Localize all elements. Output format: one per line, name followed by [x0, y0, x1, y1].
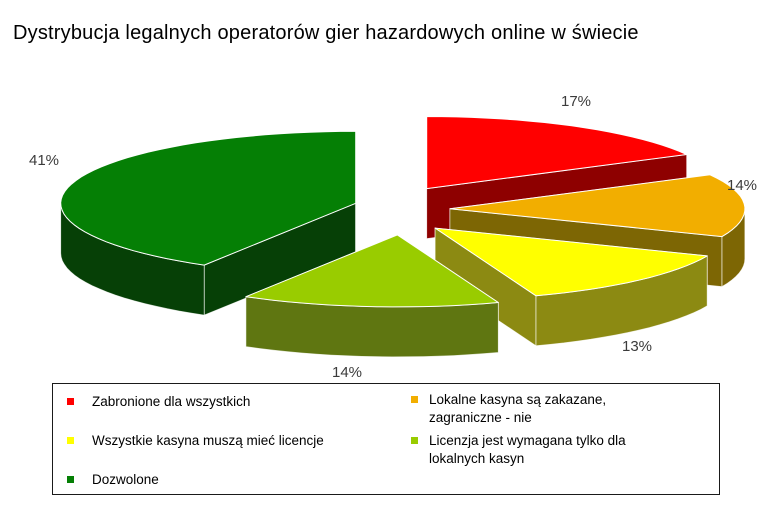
- legend-swatch-yellow: [67, 437, 74, 444]
- legend-label: Licenzja jest wymagana tylko dla lokalny…: [429, 433, 626, 466]
- legend-swatch-green: [67, 476, 74, 483]
- legend-swatch-red: [67, 398, 74, 405]
- legend-item-dozwolone: Dozwolone: [67, 471, 324, 489]
- pie-percent-label: 14%: [332, 364, 362, 381]
- legend-item-lokalne-kasyna: Lokalne kasyna są zakazane, zagraniczne …: [411, 391, 634, 427]
- pie-slice-4: [60, 130, 357, 316]
- legend-label: Lokalne kasyna są zakazane, zagraniczne …: [429, 392, 607, 425]
- legend-item-zabronione: Zabronione dla wszystkich: [67, 393, 324, 411]
- legend-column-left: Zabronione dla wszystkich Wszystkie kasy…: [67, 384, 324, 489]
- pie-percent-label: 41%: [29, 152, 59, 169]
- pie-slice-3: [245, 234, 499, 358]
- pie-slice-2: [434, 227, 708, 347]
- legend-item-licenzja-lokalne: Licenzja jest wymagana tylko dla lokalny…: [411, 432, 634, 468]
- legend-swatch-gold: [411, 396, 418, 403]
- pie-percent-label: 14%: [727, 177, 757, 194]
- chart-title: Dystrybucja legalnych operatorów gier ha…: [13, 22, 639, 44]
- pie-percent-label: 17%: [561, 93, 591, 110]
- legend: Zabronione dla wszystkich Wszystkie kasy…: [52, 383, 720, 495]
- legend-label: Zabronione dla wszystkich: [92, 394, 251, 409]
- legend-swatch-lime: [411, 437, 418, 444]
- legend-label: Wszystkie kasyna muszą mieć licencje: [92, 433, 324, 448]
- legend-column-right: Lokalne kasyna są zakazane, zagraniczne …: [411, 384, 634, 468]
- legend-item-licencje: Wszystkie kasyna muszą mieć licencje: [67, 432, 324, 450]
- pie-percent-label: 13%: [622, 338, 652, 355]
- legend-label: Dozwolone: [92, 472, 159, 487]
